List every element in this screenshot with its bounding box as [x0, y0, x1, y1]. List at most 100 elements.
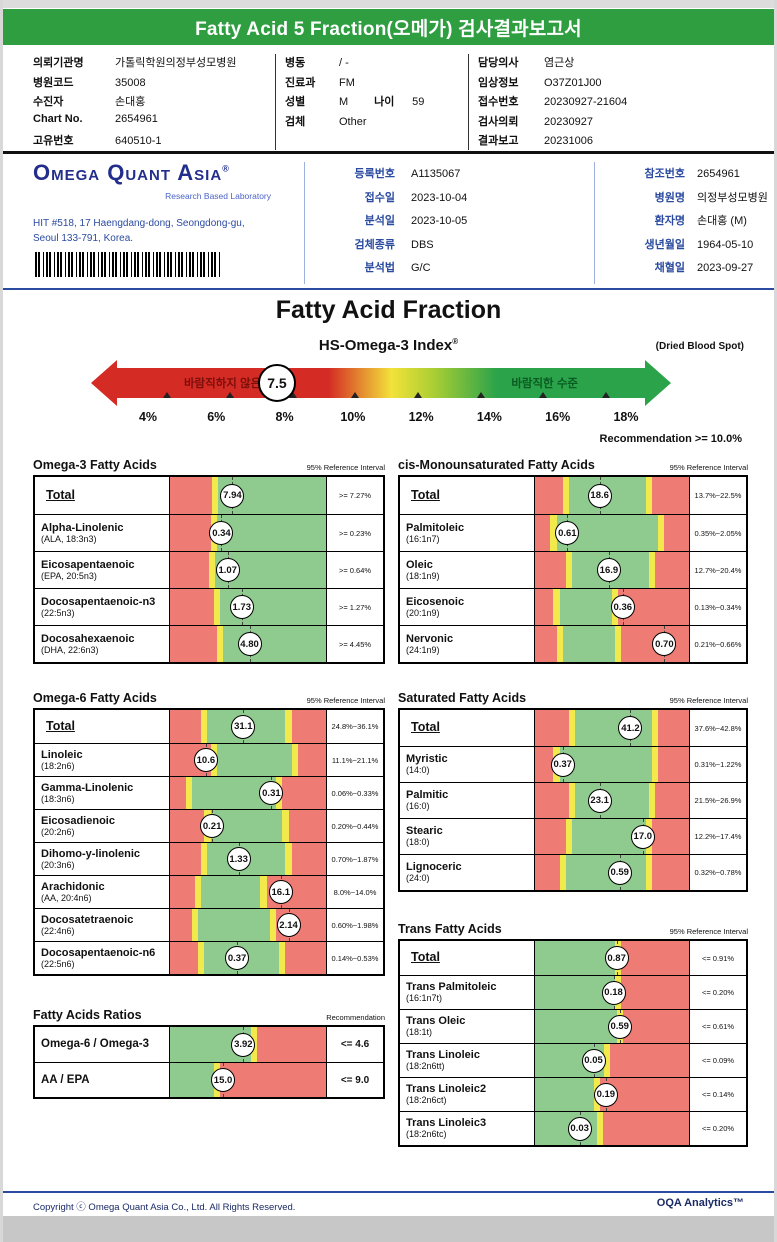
field-value: 640510-1	[115, 135, 162, 147]
bar-abnormal-zone	[170, 909, 192, 941]
lab-bottom-rule	[3, 288, 774, 290]
bar-abnormal-zone	[170, 810, 205, 842]
tick-marker	[163, 392, 172, 398]
value-marker: 0.87	[604, 946, 629, 970]
reference-value: <= 4.6	[340, 1039, 370, 1050]
fatty-acid-name: Stearic	[406, 825, 443, 837]
info-row: 담당의사 염근상	[478, 54, 627, 74]
reference-value: >= 0.64%	[338, 565, 372, 575]
field-label: 수진자	[33, 96, 64, 108]
reference-value: 0.35%~2.05%	[694, 528, 742, 538]
fatty-acid-name: Nervonic	[406, 632, 454, 645]
fatty-acid-code: (18:1t)	[406, 1027, 433, 1038]
reference-value: 24.8%~36.1%	[331, 722, 379, 731]
info-row: 고유번호 640510-1	[33, 132, 236, 152]
bar-caution-zone	[285, 710, 292, 743]
gauge-right-arrowhead	[645, 360, 671, 406]
reference-value: 0.31%~1.22%	[694, 760, 742, 769]
bar-caution-zone	[285, 843, 292, 875]
field-value: 손대홍	[115, 96, 146, 108]
bar-abnormal-zone	[621, 976, 689, 1009]
patient-info-right: 담당의사 염근상 임상정보 O37Z01J00 접수번호 20230927-21604 검사…	[478, 54, 627, 152]
fatty-acid-code: (18:2n6ct)	[406, 1095, 447, 1106]
result-table: Omega-6 / Omega-3 3.92 <= 4.6 AA / EPA 15.0 <…	[33, 1025, 385, 1099]
fatty-acid-code: (16:0)	[406, 801, 430, 812]
page-top-margin	[3, 0, 774, 8]
bar-abnormal-zone	[652, 477, 689, 514]
fatty-acid-code: (EPA, 20:5n3)	[41, 570, 97, 581]
field-label: 병원명	[654, 191, 685, 204]
bar-caution-zone	[194, 876, 202, 908]
table-row: Total 7.94 >= 7.27%	[35, 477, 383, 514]
fatty-acid-code: (ALA, 18:3n3)	[41, 533, 97, 544]
gauge-tick-labels: 4% 6% 8% 10% 12% 14% 16% 18%	[131, 410, 643, 424]
bar-abnormal-zone	[652, 819, 689, 854]
bar-caution-zone	[565, 552, 572, 588]
bar-normal-zone	[559, 747, 653, 782]
field-label: Chart No.	[33, 112, 83, 125]
value-marker: 1.33	[226, 847, 251, 871]
recommendation-note: Recommendation >= 10.0%	[599, 433, 742, 445]
result-bar: 15.0	[170, 1063, 327, 1097]
omega3-index-title: HS-Omega-3 Index®	[3, 337, 774, 354]
field-label: 접수번호	[478, 96, 519, 108]
field-value: 2023-10-05	[411, 215, 468, 227]
fatty-acid-name: Myristic	[406, 753, 448, 765]
bar-abnormal-zone	[535, 855, 560, 890]
table-row: Oleic (18:1n9) 16.9 12.7%~20.4%	[400, 551, 746, 588]
field-label: 등록번호	[354, 168, 395, 180]
fatty-acid-name-cell: Total	[400, 941, 535, 975]
tick-marker	[601, 392, 610, 398]
field-value: 2023-09-27	[697, 262, 754, 274]
field-label: 분석일	[364, 215, 395, 227]
reference-interval-label: 95% Reference Interval	[306, 696, 385, 705]
fraction-section-title: Fatty Acid Fraction	[275, 296, 502, 324]
fatty-acid-code: (DHA, 22:6n3)	[41, 644, 99, 655]
table-row: Trans Linoleic2 (18:2n6ct) 0.19 <= 0.14%	[400, 1077, 746, 1111]
bar-caution-zone	[216, 626, 224, 662]
brand-text: OQA Analytics™	[656, 1197, 744, 1209]
report-title: Fatty Acid 5 Fraction(오메가) 검사결과보고서	[195, 18, 582, 40]
fatty-acid-name: AA / EPA	[41, 1073, 90, 1086]
fatty-acid-name-cell: Trans Linoleic3 (18:2n6tc)	[400, 1112, 535, 1145]
bar-normal-zone	[201, 876, 261, 908]
bar-normal-zone	[170, 1063, 214, 1097]
value-marker: 0.61	[555, 521, 580, 545]
cis-mono-table: cis-Monounsaturated Fatty Acids 95% Refer…	[398, 458, 748, 664]
reference-value: <= 0.20%	[701, 1124, 735, 1133]
bar-abnormal-zone	[170, 589, 214, 625]
fatty-acid-name: Trans Linoleic3	[406, 1117, 487, 1129]
field-value: DBS	[411, 238, 434, 251]
gauge-bar: 바람직하지 않은 바람직한 수준 7.5	[117, 364, 645, 402]
bar-abnormal-zone	[170, 477, 213, 514]
lab-tagline: Research Based Laboratory	[165, 191, 271, 201]
fatty-acid-name-cell: Eicosenoic (20:1n9)	[400, 589, 535, 625]
fatty-acid-name: Total	[46, 718, 75, 733]
bar-normal-zone	[216, 744, 292, 776]
table-title: Saturated Fatty Acids	[398, 691, 527, 705]
fatty-acid-code: (16:1n7t)	[406, 993, 443, 1004]
bar-abnormal-zone	[658, 710, 689, 746]
bar-abnormal-zone	[170, 876, 195, 908]
table-row: Total 41.2 37.6%~42.8%	[400, 710, 746, 746]
bar-abnormal-zone	[621, 941, 689, 975]
table-row: Docosapentaenoic-n6 (22:5n6) 0.37 0.14%~0.5…	[35, 941, 383, 974]
fatty-acid-name: Docosapentaenoic-n3	[41, 595, 156, 608]
reference-value: 0.20%~0.44%	[331, 821, 379, 831]
field-value: / -	[339, 57, 349, 69]
omega3-table: Omega-3 Fatty Acids 95% Reference Interva…	[33, 458, 385, 664]
registered-mark: ®	[452, 337, 459, 346]
value-marker: 0.19	[593, 1082, 618, 1107]
bar-abnormal-zone	[664, 515, 689, 551]
bar-abnormal-zone	[610, 1044, 689, 1077]
fatty-acid-name-cell: Linoleic (18:2n6)	[35, 744, 170, 776]
fatty-acid-name: Palmitic	[406, 789, 449, 801]
table-row: Docosatetraenoic (22:4n6) 2.14 0.60%~1.98%	[35, 908, 383, 941]
table-header: cis-Monounsaturated Fatty Acids 95% Refer…	[398, 458, 748, 472]
bar-abnormal-zone	[535, 552, 566, 588]
bar-abnormal-zone	[535, 819, 566, 854]
tick-label: 10%	[340, 410, 366, 424]
fatty-acid-name: Lignoceric	[406, 861, 462, 873]
fatty-acid-name-cell: Total	[35, 710, 170, 743]
